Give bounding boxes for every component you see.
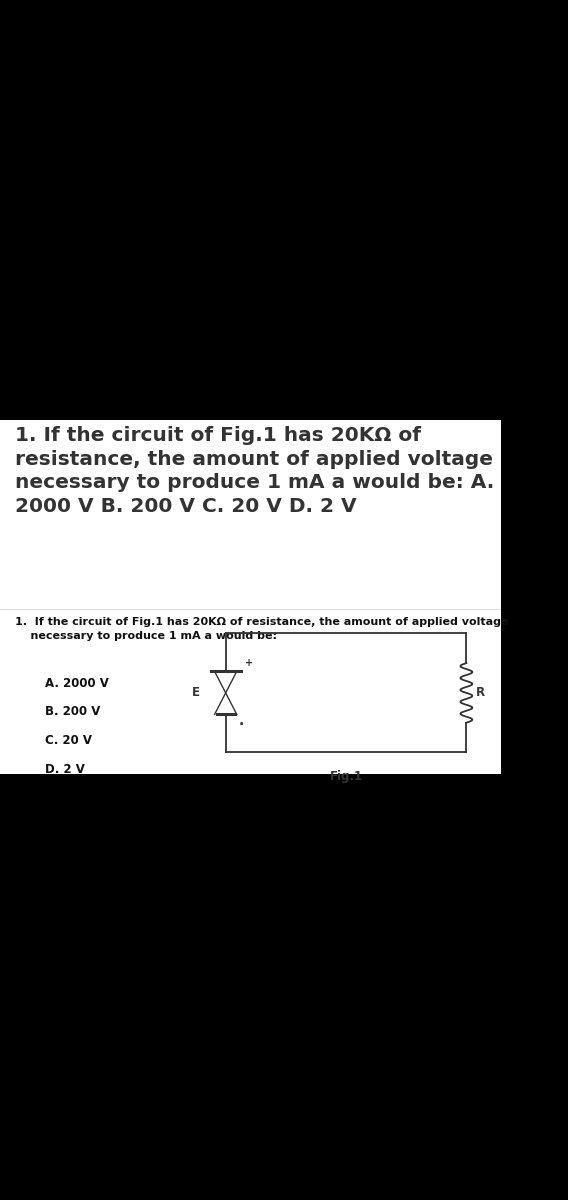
Text: D. 2 V: D. 2 V bbox=[45, 763, 85, 776]
Text: 1.  If the circuit of Fig.1 has 20KΩ of resistance, the amount of applied voltag: 1. If the circuit of Fig.1 has 20KΩ of r… bbox=[15, 617, 508, 641]
FancyBboxPatch shape bbox=[0, 420, 502, 774]
Text: R: R bbox=[475, 686, 485, 700]
Text: +: + bbox=[245, 658, 253, 668]
Text: ·: · bbox=[239, 718, 244, 732]
Text: Fig.1: Fig.1 bbox=[329, 770, 362, 784]
Text: B. 200 V: B. 200 V bbox=[45, 706, 101, 719]
Text: C. 20 V: C. 20 V bbox=[45, 734, 92, 748]
Text: A. 2000 V: A. 2000 V bbox=[45, 677, 109, 690]
Text: E: E bbox=[191, 686, 199, 700]
Text: 1. If the circuit of Fig.1 has 20KΩ of
resistance, the amount of applied voltage: 1. If the circuit of Fig.1 has 20KΩ of r… bbox=[15, 426, 494, 516]
